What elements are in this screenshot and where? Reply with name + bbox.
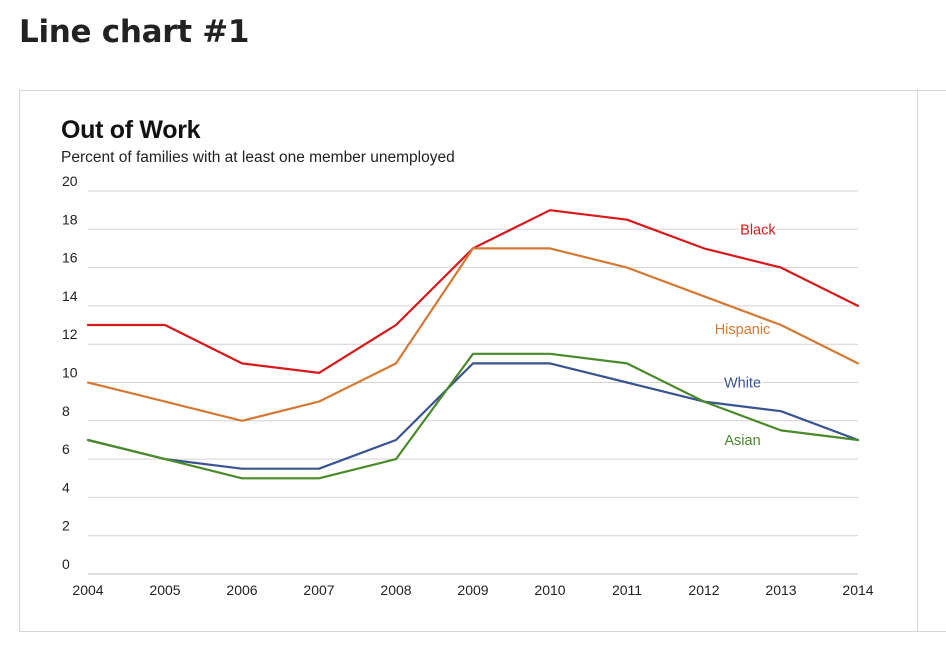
x-tick-label: 2008 xyxy=(380,582,411,598)
y-tick-label: 6 xyxy=(62,441,70,457)
x-tick-label: 2010 xyxy=(534,582,565,598)
axis-ticks: 0 2 4 6 8 10 12 14 16 18 20 2004 2005 2006 2007 2008 200… xyxy=(62,173,874,598)
x-tick-label: 2014 xyxy=(842,582,873,598)
series-lines xyxy=(86,209,860,480)
series-label-white: White xyxy=(724,376,761,392)
y-tick-label: 14 xyxy=(62,288,78,304)
series-line-white xyxy=(86,362,860,470)
series-line-asian xyxy=(86,352,860,480)
series-line-hispanic xyxy=(86,247,860,422)
chart-subtitle: Percent of families with at least one me… xyxy=(61,149,455,166)
series-label-hispanic: Hispanic xyxy=(715,322,771,338)
y-tick-label: 12 xyxy=(62,326,78,342)
card-divider xyxy=(917,91,918,631)
y-tick-label: 18 xyxy=(62,211,78,227)
y-tick-label: 2 xyxy=(62,518,70,534)
y-tick-label: 0 xyxy=(62,556,70,572)
page-heading: Line chart #1 xyxy=(19,14,250,50)
y-tick-label: 10 xyxy=(62,365,78,381)
series-labels: Black Hispanic White Asian xyxy=(712,220,779,452)
series-label-black: Black xyxy=(740,222,776,238)
chart-title: Out of Work xyxy=(61,116,201,144)
x-tick-label: 2012 xyxy=(688,582,719,598)
x-tick-label: 2009 xyxy=(457,582,488,598)
x-tick-label: 2004 xyxy=(72,582,103,598)
x-tick-label: 2005 xyxy=(149,582,180,598)
gridlines xyxy=(88,190,858,575)
chart-card xyxy=(19,90,946,632)
x-tick-label: 2006 xyxy=(226,582,257,598)
y-tick-label: 4 xyxy=(62,479,70,495)
x-tick-label: 2007 xyxy=(303,582,334,598)
y-tick-label: 8 xyxy=(62,403,70,419)
x-tick-label: 2011 xyxy=(612,582,642,598)
series-label-asian: Asian xyxy=(724,433,760,449)
y-tick-label: 20 xyxy=(62,173,78,189)
x-tick-label: 2013 xyxy=(765,582,796,598)
y-tick-label: 16 xyxy=(62,250,78,266)
